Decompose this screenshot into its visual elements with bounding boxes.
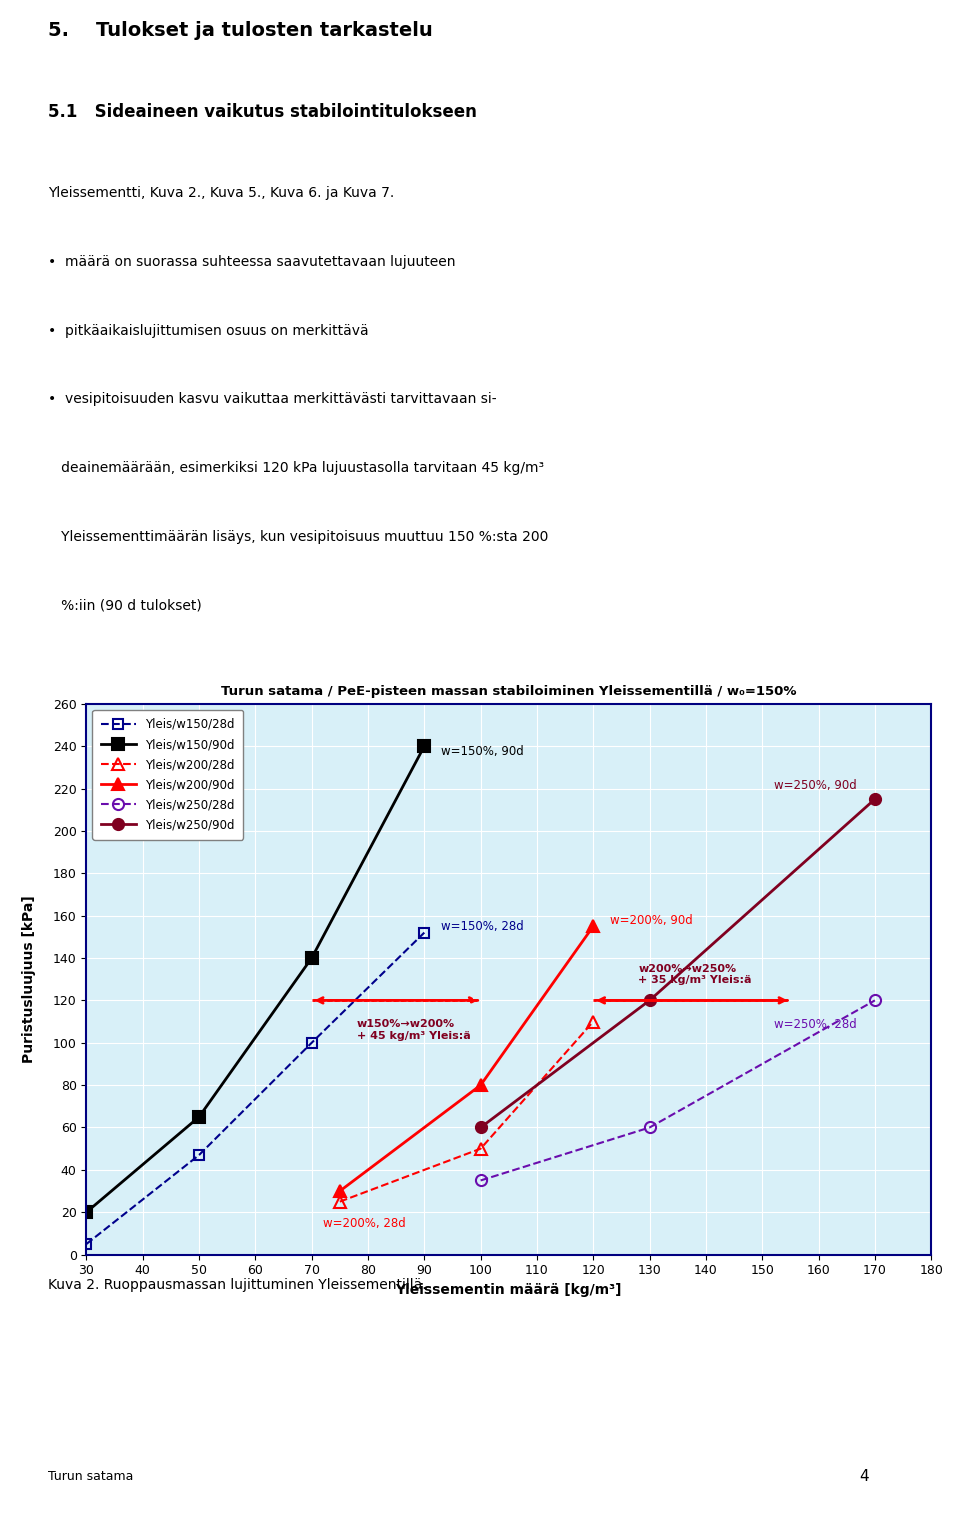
Y-axis label: Puristusluujuus [kPa]: Puristusluujuus [kPa] [22, 895, 36, 1063]
Yleis/w250/90d [869, 789, 880, 808]
Yleis/w150/28d [306, 1034, 318, 1053]
Yleis/w150/28d [419, 924, 430, 942]
Yleis/w200/28d [334, 1192, 346, 1210]
Legend: Yleis/w150/28d, Yleis/w150/90d, Yleis/w200/28d, Yleis/w200/90d, Yleis/w250/28d, : Yleis/w150/28d, Yleis/w150/90d, Yleis/w2… [92, 710, 243, 840]
Yleis/w200/90d [588, 916, 599, 935]
Text: w=150%, 90d: w=150%, 90d [442, 745, 524, 757]
Yleis/w150/90d [306, 949, 318, 967]
Title: Turun satama / PeE-pisteen massan stabiloiminen Yleissementillä / w₀=150%: Turun satama / PeE-pisteen massan stabil… [221, 685, 797, 699]
Text: %:iin (90 d tulokset): %:iin (90 d tulokset) [48, 598, 202, 614]
Yleis/w150/90d [193, 1108, 204, 1126]
Yleis/w200/28d [588, 1013, 599, 1031]
Yleis/w250/28d [869, 991, 880, 1010]
Yleis/w150/90d [419, 737, 430, 756]
Yleis/w250/90d [475, 1118, 487, 1137]
Line: Yleis/w200/28d: Yleis/w200/28d [334, 1016, 599, 1207]
Yleis/w150/28d [81, 1235, 92, 1253]
Yleis/w250/28d [475, 1172, 487, 1190]
Line: Yleis/w200/90d: Yleis/w200/90d [334, 921, 599, 1196]
Yleis/w150/28d [193, 1146, 204, 1164]
Line: Yleis/w250/90d: Yleis/w250/90d [475, 794, 880, 1134]
Line: Yleis/w250/28d: Yleis/w250/28d [475, 994, 880, 1186]
Text: 4: 4 [859, 1469, 869, 1484]
Yleis/w200/28d [475, 1140, 487, 1158]
Yleis/w250/90d [644, 991, 656, 1010]
Text: w200%→w250%
+ 35 kg/m³ Yleis:ä: w200%→w250% + 35 kg/m³ Yleis:ä [638, 964, 752, 985]
Text: •  määrä on suorassa suhteessa saavutettavaan lujuuteen: • määrä on suorassa suhteessa saavutetta… [48, 254, 455, 269]
Text: w=200%, 28d: w=200%, 28d [323, 1216, 406, 1230]
Text: w150%→w200%
+ 45 kg/m³ Yleis:ä: w150%→w200% + 45 kg/m³ Yleis:ä [357, 1019, 470, 1040]
Text: w=250%, 28d: w=250%, 28d [774, 1017, 856, 1031]
Text: Kuva 2. Ruoppausmassan lujittuminen Yleissementillä.: Kuva 2. Ruoppausmassan lujittuminen Ylei… [48, 1278, 426, 1293]
Text: w=150%, 28d: w=150%, 28d [442, 921, 524, 933]
Text: Turun satama: Turun satama [48, 1470, 133, 1483]
Text: •  pitkäaikaislujittumisen osuus on merkittävä: • pitkäaikaislujittumisen osuus on merki… [48, 323, 369, 338]
Line: Yleis/w150/28d: Yleis/w150/28d [82, 927, 429, 1248]
Text: 5.1   Sideaineen vaikutus stabilointitulokseen: 5.1 Sideaineen vaikutus stabilointitulok… [48, 104, 477, 121]
Text: w=250%, 90d: w=250%, 90d [774, 779, 856, 791]
Text: •  vesipitoisuuden kasvu vaikuttaa merkittävästi tarvittavaan si-: • vesipitoisuuden kasvu vaikuttaa merkit… [48, 393, 496, 407]
Text: w=200%, 90d: w=200%, 90d [611, 913, 693, 927]
Yleis/w250/28d [644, 1118, 656, 1137]
Text: deainemäärään, esimerkiksi 120 kPa lujuustasolla tarvitaan 45 kg/m³: deainemäärään, esimerkiksi 120 kPa lujuu… [48, 462, 544, 476]
Text: Yleissementtimäärän lisäys, kun vesipitoisuus muuttuu 150 %:sta 200: Yleissementtimäärän lisäys, kun vesipito… [48, 529, 548, 545]
X-axis label: Yleissementin määrä [kg/m³]: Yleissementin määrä [kg/m³] [396, 1282, 622, 1297]
Line: Yleis/w150/90d: Yleis/w150/90d [81, 741, 430, 1218]
Yleis/w200/90d [334, 1181, 346, 1200]
Text: 5.    Tulokset ja tulosten tarkastelu: 5. Tulokset ja tulosten tarkastelu [48, 21, 433, 40]
Yleis/w200/90d [475, 1076, 487, 1094]
Yleis/w150/90d [81, 1203, 92, 1221]
Text: Yleissementti, Kuva 2., Kuva 5., Kuva 6. ja Kuva 7.: Yleissementti, Kuva 2., Kuva 5., Kuva 6.… [48, 187, 395, 200]
